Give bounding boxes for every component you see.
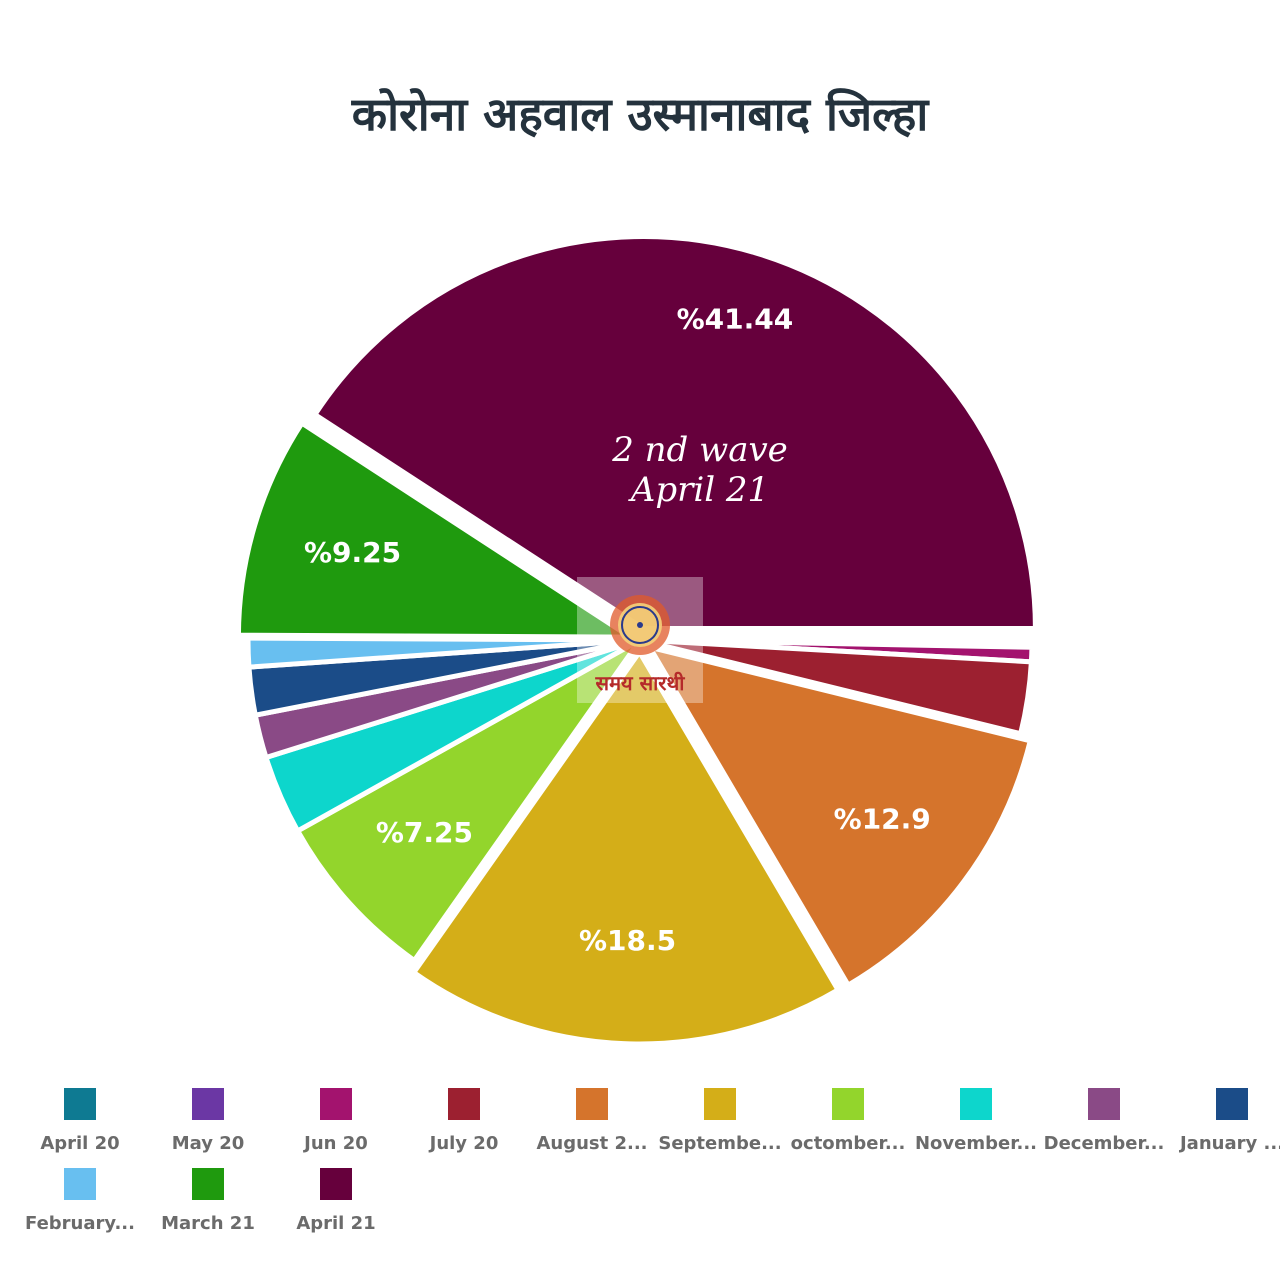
legend-swatch — [192, 1088, 224, 1120]
data-label-octomber: %7.25 — [376, 816, 473, 849]
legend-item[interactable]: July 20 — [400, 1088, 528, 1154]
legend-label: Jun 20 — [304, 1133, 368, 1154]
legend-item[interactable]: November... — [912, 1088, 1040, 1154]
pie-slice-april-21 — [312, 234, 1038, 631]
sun-emblem-icon — [610, 595, 670, 655]
legend-item[interactable]: Jun 20 — [272, 1088, 400, 1154]
legend-swatch — [1088, 1088, 1120, 1120]
legend-swatch — [1216, 1088, 1248, 1120]
legend-item[interactable]: April 20 — [16, 1088, 144, 1154]
legend-item[interactable]: April 21 — [272, 1168, 400, 1234]
legend-label: July 20 — [429, 1133, 499, 1154]
legend-label: August 2... — [536, 1133, 648, 1154]
annotation-line-2: April 21 — [630, 470, 770, 510]
wave-annotation: 2 nd wave April 21 — [560, 430, 840, 510]
legend-label: January ... — [1179, 1133, 1280, 1154]
legend-label: May 20 — [171, 1133, 245, 1154]
pie-slice-march-21 — [235, 420, 633, 640]
legend-item[interactable]: Septembe... — [656, 1088, 784, 1154]
pie-slice-octomber — [295, 637, 643, 964]
legend-item[interactable]: January ... — [1168, 1088, 1280, 1154]
legend-label: Septembe... — [658, 1133, 782, 1154]
legend-item[interactable]: February... — [16, 1168, 144, 1234]
annotation-line-1: 2 nd wave — [612, 430, 788, 470]
data-label-march-21: %9.25 — [304, 536, 401, 569]
data-label-april-21: %41.44 — [677, 302, 794, 335]
pie-slice-august-2 — [647, 644, 1033, 988]
legend-item[interactable]: octomber... — [784, 1088, 912, 1154]
legend-item[interactable]: May 20 — [144, 1088, 272, 1154]
legend-label: March 21 — [161, 1213, 255, 1234]
legend-swatch — [64, 1168, 96, 1200]
pie-slice-july-20 — [637, 637, 1034, 737]
legend-swatch — [704, 1088, 736, 1120]
legend-swatch — [192, 1168, 224, 1200]
data-label-august-2: %12.9 — [834, 803, 931, 836]
watermark-logo: समय सारथी — [577, 577, 703, 703]
pie-slice-septembe — [411, 649, 841, 1047]
legend-label: April 21 — [296, 1213, 376, 1234]
legend-swatch — [320, 1088, 352, 1120]
legend-swatch — [320, 1168, 352, 1200]
pie-slice-february — [245, 635, 643, 670]
legend-item[interactable]: December... — [1040, 1088, 1168, 1154]
legend-item[interactable]: August 2... — [528, 1088, 656, 1154]
legend-swatch — [64, 1088, 96, 1120]
legend-item[interactable]: March 21 — [144, 1168, 272, 1234]
legend-swatch — [448, 1088, 480, 1120]
legend-swatch — [576, 1088, 608, 1120]
legend-label: December... — [1043, 1133, 1165, 1154]
logo-text: समय सारथी — [595, 671, 685, 695]
legend-label: April 20 — [40, 1133, 120, 1154]
legend-swatch — [960, 1088, 992, 1120]
legend-label: octomber... — [790, 1133, 906, 1154]
legend-swatch — [832, 1088, 864, 1120]
data-label-septembe: %18.5 — [579, 924, 676, 957]
legend-label: February... — [25, 1213, 135, 1234]
chart-title: कोरोना अहवाल उस्मानाबाद जिल्हा — [351, 87, 929, 141]
legend-label: November... — [914, 1133, 1038, 1154]
